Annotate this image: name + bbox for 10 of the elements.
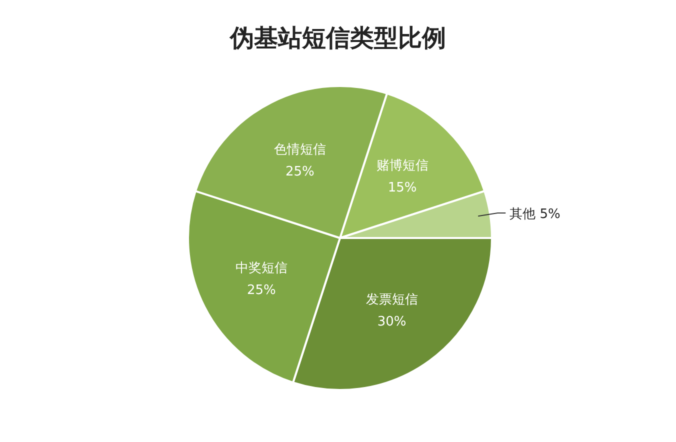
slice-label: 其他 5% bbox=[510, 207, 560, 222]
chart-title: 伪基站短信类型比例 bbox=[229, 24, 446, 52]
slice-label: 色情短信 bbox=[274, 142, 326, 158]
data-label: 15% bbox=[388, 180, 417, 196]
slice-label: 发票短信 bbox=[366, 292, 418, 308]
data-label: 30% bbox=[377, 314, 406, 330]
data-label: 25% bbox=[246, 283, 276, 298]
slice-label: 中奖短信 bbox=[235, 261, 288, 276]
data-label: 25% bbox=[286, 164, 314, 180]
slice-label: 赌博短信 bbox=[376, 158, 428, 174]
